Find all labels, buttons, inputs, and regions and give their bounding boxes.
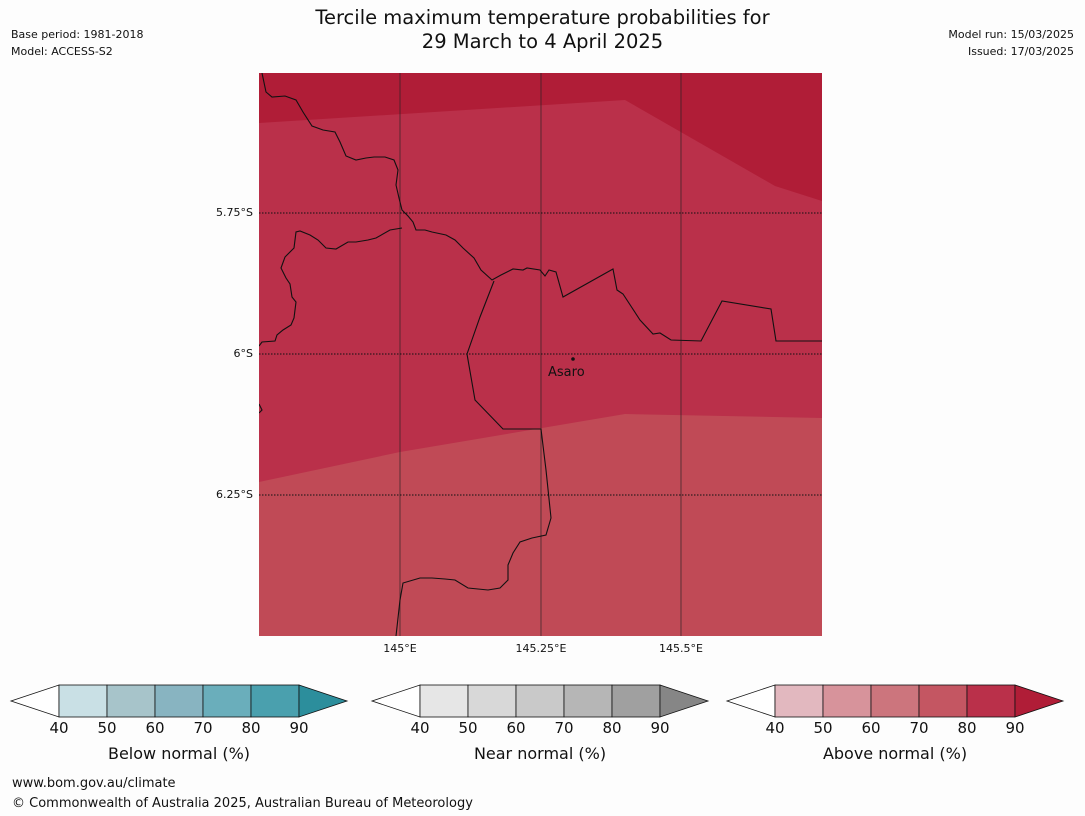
lon-label-145: 145°E <box>383 642 417 655</box>
boundary-mid <box>395 280 552 636</box>
lat-label-6-25: 6.25°S <box>216 488 253 501</box>
region-80-90 <box>259 73 822 636</box>
model-text: Model: ACCESS-S2 <box>11 45 113 58</box>
footer-copyright: © Commonwealth of Australia 2025, Austra… <box>12 796 473 811</box>
model-run-text: Model run: 15/03/2025 <box>948 28 1074 41</box>
meta-right: Model run: 15/03/2025 Issued: 17/03/2025 <box>948 26 1074 60</box>
boundary-stub <box>259 403 263 414</box>
above-colorbar-tick: 80 <box>957 719 977 737</box>
issued-text: Issued: 17/03/2025 <box>967 45 1074 58</box>
meta-left: Base period: 1981-2018 Model: ACCESS-S2 <box>11 26 143 60</box>
above-colorbar-segment <box>918 684 968 718</box>
colorbar-legend <box>9 684 1065 718</box>
above-colorbar-tick: 50 <box>813 719 833 737</box>
below-colorbar-tick: 40 <box>49 719 69 737</box>
lon-label-145-5: 145.5°E <box>659 642 703 655</box>
below-colorbar-segment <box>250 684 300 718</box>
near-colorbar-tick: 40 <box>410 719 430 737</box>
footer-url: www.bom.gov.au/climate <box>12 776 176 791</box>
below-colorbar-tick: 70 <box>193 719 213 737</box>
lon-label-145-25: 145.25°E <box>515 642 567 655</box>
above-colorbar-segment <box>822 684 872 718</box>
town-label: Asaro <box>548 365 585 380</box>
town-marker <box>571 357 575 361</box>
near-colorbar-tick: 70 <box>554 719 574 737</box>
title-line-1: Tercile maximum temperature probabilitie… <box>315 6 770 29</box>
near-colorbar-segment <box>467 684 517 718</box>
above-colorbar-label: Above normal (%) <box>822 744 968 763</box>
base-period-text: Base period: 1981-2018 <box>11 28 144 41</box>
below-colorbar-segment <box>58 684 108 718</box>
lat-label-6: 6°S <box>233 347 253 360</box>
near-colorbar-max-arrow <box>659 684 710 718</box>
below-colorbar-tick: 90 <box>289 719 309 737</box>
above-colorbar-tick: 40 <box>765 719 785 737</box>
below-colorbar-max-arrow <box>298 684 349 718</box>
boundary-lines <box>259 73 822 636</box>
near-colorbar-segment <box>563 684 613 718</box>
above-colorbar-tick: 90 <box>1005 719 1025 737</box>
map-title: Tercile maximum temperature probabilitie… <box>0 6 1085 54</box>
below-colorbar-tick: 60 <box>145 719 165 737</box>
near-colorbar-label: Near normal (%) <box>473 744 607 763</box>
near-colorbar-tick: 90 <box>650 719 670 737</box>
region-90-plus <box>259 73 822 201</box>
near-colorbar-segment <box>515 684 565 718</box>
near-colorbar-segment <box>611 684 661 718</box>
above-colorbar-segment <box>774 684 824 718</box>
below-colorbar-segment <box>106 684 156 718</box>
near-colorbar-segment <box>419 684 469 718</box>
lat-label-5-75: 5.75°S <box>216 206 253 219</box>
boundary-west <box>259 227 403 347</box>
above-colorbar-tick: 60 <box>861 719 881 737</box>
below-colorbar-label: Below normal (%) <box>107 744 251 763</box>
boundary-north-west <box>261 73 822 342</box>
map-area <box>259 73 822 636</box>
below-colorbar-segment <box>202 684 252 718</box>
above-colorbar-segment <box>870 684 920 718</box>
below-colorbar-tick: 50 <box>97 719 117 737</box>
title-line-2: 29 March to 4 April 2025 <box>421 30 664 53</box>
near-colorbar-min-arrow <box>370 684 421 718</box>
below-colorbar-segment <box>154 684 204 718</box>
above-colorbar-tick: 70 <box>909 719 929 737</box>
above-colorbar-max-arrow <box>1014 684 1065 718</box>
near-colorbar-tick: 80 <box>602 719 622 737</box>
below-colorbar-tick: 80 <box>241 719 261 737</box>
above-colorbar-min-arrow <box>725 684 776 718</box>
region-70-80 <box>259 414 822 636</box>
near-colorbar-tick: 60 <box>506 719 526 737</box>
below-colorbar-min-arrow <box>9 684 60 718</box>
above-colorbar-segment <box>966 684 1016 718</box>
near-colorbar-tick: 50 <box>458 719 478 737</box>
